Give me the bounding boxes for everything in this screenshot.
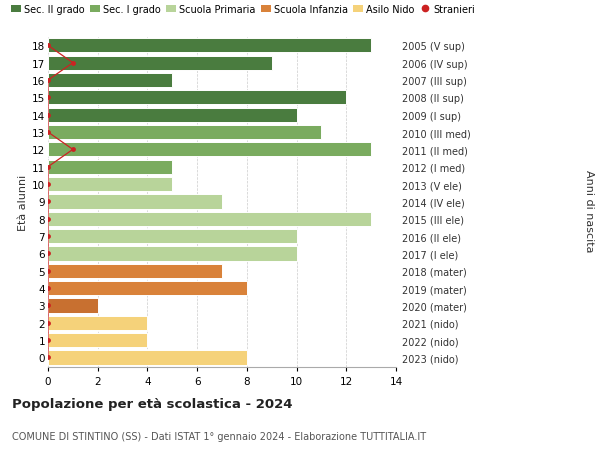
Bar [48,143,371,157]
Bar [48,230,296,244]
Bar [48,178,172,192]
Bar [48,212,371,226]
Bar [48,247,296,261]
Bar [48,74,172,88]
Bar [48,281,247,296]
Bar [48,108,296,123]
Bar [48,316,148,330]
Bar [48,351,247,365]
Text: Popolazione per età scolastica - 2024: Popolazione per età scolastica - 2024 [12,397,293,410]
Bar [48,299,98,313]
Bar [48,39,371,53]
Bar [48,91,346,105]
Text: Anni di nascita: Anni di nascita [584,170,594,252]
Bar [48,160,172,174]
Y-axis label: Età alunni: Età alunni [18,174,28,230]
Bar [48,333,148,347]
Bar [48,126,322,140]
Legend: Sec. II grado, Sec. I grado, Scuola Primaria, Scuola Infanzia, Asilo Nido, Stran: Sec. II grado, Sec. I grado, Scuola Prim… [11,5,475,15]
Bar [48,195,222,209]
Bar [48,264,222,278]
Text: COMUNE DI STINTINO (SS) - Dati ISTAT 1° gennaio 2024 - Elaborazione TUTTITALIA.I: COMUNE DI STINTINO (SS) - Dati ISTAT 1° … [12,431,426,442]
Bar [48,56,272,71]
